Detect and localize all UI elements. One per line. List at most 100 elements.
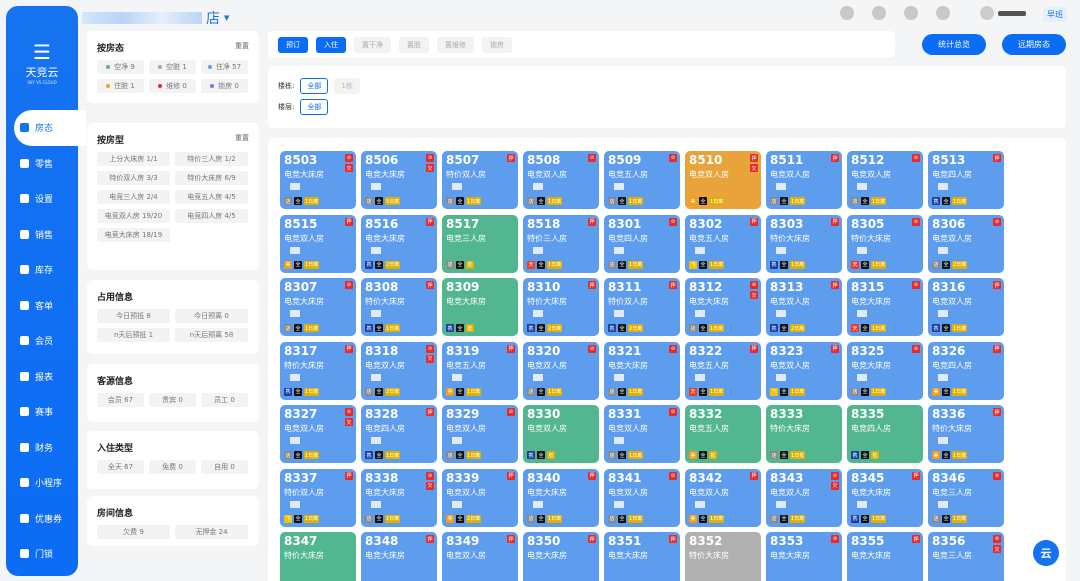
notebook-icon[interactable] — [840, 6, 854, 20]
room-card[interactable]: 8309 电竞大床房携全抵 — [442, 278, 518, 336]
room-card[interactable]: 8329 电竞双人房 ⊘ 店全 1日离 — [442, 405, 518, 463]
room-card[interactable]: 8518 特价三人房 押天全 1日离 — [523, 214, 599, 273]
room-card[interactable]: 8322 电竞五人房 押天全 1日离 — [685, 341, 761, 400]
room-card[interactable]: 8506 电竞大床房 ⊘ 欠店全 5日离 — [361, 151, 437, 209]
filter-chip[interactable]: 今日预抵 8 — [97, 309, 170, 323]
filter-chip[interactable]: 贵宾 0 — [149, 393, 196, 407]
room-card[interactable]: 8318 电竞双人房 ⊘ 欠店全 2日离 — [361, 341, 437, 400]
room-card[interactable]: 8347 特价大床房 — [280, 532, 356, 581]
room-card[interactable]: 8339 电竞双人房 押美全 2日离 — [442, 468, 518, 527]
filter-chip[interactable]: 维修 0 — [149, 79, 196, 93]
filter-chip[interactable]: 欠费 9 — [97, 525, 170, 539]
toolbar-button-置脏[interactable]: 置脏 — [399, 36, 429, 53]
filter-chip[interactable]: 无押金 24 — [175, 525, 248, 539]
room-card[interactable]: 8516 电竞大床房 押携全 2日离 — [361, 214, 437, 273]
reset-button[interactable]: 重置 — [235, 42, 249, 50]
room-card[interactable]: 8351 电竞大床房 押 — [604, 532, 680, 581]
sidebar-item-4[interactable]: 库存 — [6, 252, 78, 288]
room-card[interactable]: 8313 电竞双人房 押携全 2日离 — [766, 278, 842, 336]
filter-chip[interactable]: 空脏 1 — [149, 60, 196, 74]
room-card[interactable]: 8336 特价大床房 押美全 1日离 — [928, 405, 1004, 463]
room-card[interactable]: 8321 电竞大床房 ⊘ 店全 1日离 — [604, 341, 680, 400]
toolbar-button-预订[interactable]: 预订 — [278, 36, 308, 53]
filter-chip[interactable]: 住净 57 — [201, 60, 248, 74]
room-card[interactable]: 8346 电竞三人房 ⊘ 店全 1日离 — [928, 468, 1004, 527]
filter-chip[interactable]: 特价大床房 6/9 — [175, 171, 248, 185]
room-card[interactable]: 8305 特价大床房 ⊘ 天全 1日离 — [847, 214, 923, 273]
building-option[interactable]: 1栋 — [334, 78, 360, 94]
filter-chip[interactable]: 电竞大床房 18/19 — [97, 228, 170, 242]
room-card[interactable]: 8317 特价大床房 押携全 1日离 — [280, 341, 356, 400]
sidebar-item-7[interactable]: 报表 — [6, 359, 78, 395]
filter-chip[interactable]: 空净 9 — [97, 60, 144, 74]
room-card[interactable]: 8328 电竞四人房 押携全 1日离 — [361, 405, 437, 463]
sidebar-item-0[interactable]: 房态 — [14, 110, 86, 146]
sidebar-item-9[interactable]: 财务 — [6, 430, 78, 466]
filter-chip[interactable]: 电竞五人房 4/5 — [175, 190, 248, 204]
help-icon[interactable] — [872, 6, 886, 20]
room-card[interactable]: 8307 电竞大床房 ⊘ 店全 1日离 — [280, 278, 356, 336]
room-card[interactable]: 8345 电竞大床房 押携全 1日离 — [847, 468, 923, 527]
room-card[interactable]: 8332 电竞五人房美全抵 — [685, 405, 761, 463]
room-card[interactable]: 8303 特价大床房 押携全 1日离 — [766, 214, 842, 273]
room-card[interactable]: 8302 电竞五人房 押飞全 1日离 — [685, 214, 761, 273]
filter-chip[interactable]: n天后预抵 1 — [97, 328, 170, 342]
filter-chip[interactable]: 员工 0 — [201, 393, 248, 407]
room-card[interactable]: 8510 电竞双人房 押欠美全 1日离 — [685, 151, 761, 209]
sidebar-item-2[interactable]: 设置 — [6, 181, 78, 217]
filter-chip[interactable]: 特价三人房 1/2 — [175, 152, 248, 166]
room-card[interactable]: 8327 电竞双人房 ⊘ 欠店全 1日离 — [280, 405, 356, 463]
toolbar-button-锁房[interactable]: 锁房 — [482, 36, 512, 53]
sidebar-item-8[interactable]: 赛事 — [6, 394, 78, 430]
forecast-status-button[interactable]: 远期房态 — [1002, 34, 1066, 55]
sidebar-item-12[interactable]: 门锁 — [6, 536, 78, 572]
room-card[interactable]: 8356 电竞三人房 ⊘ 欠 — [928, 532, 1004, 581]
room-card[interactable]: 8507 特价双人房 押店全 1日离 — [442, 151, 518, 209]
user-menu[interactable] — [980, 6, 1026, 20]
sidebar-item-10[interactable]: 小程序 — [6, 465, 78, 501]
room-card[interactable]: 8353 电竞大床房 ⊘ — [766, 532, 842, 581]
filter-chip[interactable]: 电竞四人房 4/5 — [175, 209, 248, 223]
room-card[interactable]: 8333 特价大床房店全 1日抵 — [766, 405, 842, 463]
sidebar-item-3[interactable]: 销售 — [6, 217, 78, 253]
room-card[interactable]: 8337 特价双人房 押飞全 1日离 — [280, 468, 356, 527]
filter-chip[interactable]: 电竞三人房 2/4 — [97, 190, 170, 204]
document-icon[interactable] — [904, 6, 918, 20]
room-card[interactable]: 8343 电竞双人房 ⊘ 欠店全 1日离 — [766, 468, 842, 527]
room-card[interactable]: 8517 电竞三人房店全抵 — [442, 214, 518, 273]
room-card[interactable]: 8320 电竞双人房 ⊘ 店全 1日离 — [523, 341, 599, 400]
room-card[interactable]: 8310 特价大床房 押携全 2日离 — [523, 278, 599, 336]
toolbar-button-入住[interactable]: 入住 — [316, 36, 346, 53]
filter-chip[interactable]: n天后预离 58 — [175, 328, 248, 342]
filter-chip[interactable]: 住脏 1 — [97, 79, 144, 93]
sidebar-item-5[interactable]: 客单 — [6, 288, 78, 324]
store-selector[interactable]: 店 ▼ — [82, 8, 229, 28]
mini-program-icon[interactable] — [936, 6, 950, 20]
room-card[interactable]: 8308 特价大床房 押携全 1日离 — [361, 278, 437, 336]
toolbar-button-置维修[interactable]: 置维修 — [437, 36, 474, 53]
room-card[interactable]: 8349 电竞双人房 押 — [442, 532, 518, 581]
toolbar-button-置干净[interactable]: 置干净 — [354, 36, 391, 53]
room-card[interactable]: 8330 电竞双人房携全抵 — [523, 405, 599, 463]
filter-chip[interactable]: 免费 0 — [149, 460, 196, 474]
room-card[interactable]: 8348 电竞大床房 押 — [361, 532, 437, 581]
sidebar-item-1[interactable]: 零售 — [6, 146, 78, 182]
room-card[interactable]: 8311 特价双人房 押携全 2日离 — [604, 278, 680, 336]
room-card[interactable]: 8316 电竞双人房 押携全 1日离 — [928, 278, 1004, 336]
room-card[interactable]: 8503 电竞大床房 ⊘ 欠店全 1日离 — [280, 151, 356, 209]
room-card[interactable]: 8508 电竞双人房 ⊘ 店全 1日离 — [523, 151, 599, 209]
filter-chip[interactable]: 电竞双人房 19/20 — [97, 209, 170, 223]
room-card[interactable]: 8342 电竞双人房 押美全 1日离 — [685, 468, 761, 527]
filter-chip[interactable]: 全天 67 — [97, 460, 144, 474]
room-card[interactable]: 8355 电竞大床房 押 — [847, 532, 923, 581]
filter-chip[interactable]: 自用 0 — [201, 460, 248, 474]
room-card[interactable]: 8312 电竞大床房 ⊘ 欠店全 1日离 — [685, 278, 761, 336]
room-card[interactable]: 8325 电竞大床房 ⊘ 店全 1日离 — [847, 341, 923, 400]
room-card[interactable]: 8323 电竞双人房 押飞全 1日离 — [766, 341, 842, 400]
room-card[interactable]: 8331 电竞双人房 ⊘ 店全 1日离 — [604, 405, 680, 463]
filter-chip[interactable]: 会员 67 — [97, 393, 144, 407]
room-card[interactable]: 8326 电竞四人房 押美全 1日离 — [928, 341, 1004, 400]
room-card[interactable]: 8301 电竞四人房 ⊘ 店全 1日离 — [604, 214, 680, 273]
room-card[interactable]: 8315 电竞大床房 ⊘ 天全 1日离 — [847, 278, 923, 336]
reset-button[interactable]: 重置 — [235, 134, 249, 142]
